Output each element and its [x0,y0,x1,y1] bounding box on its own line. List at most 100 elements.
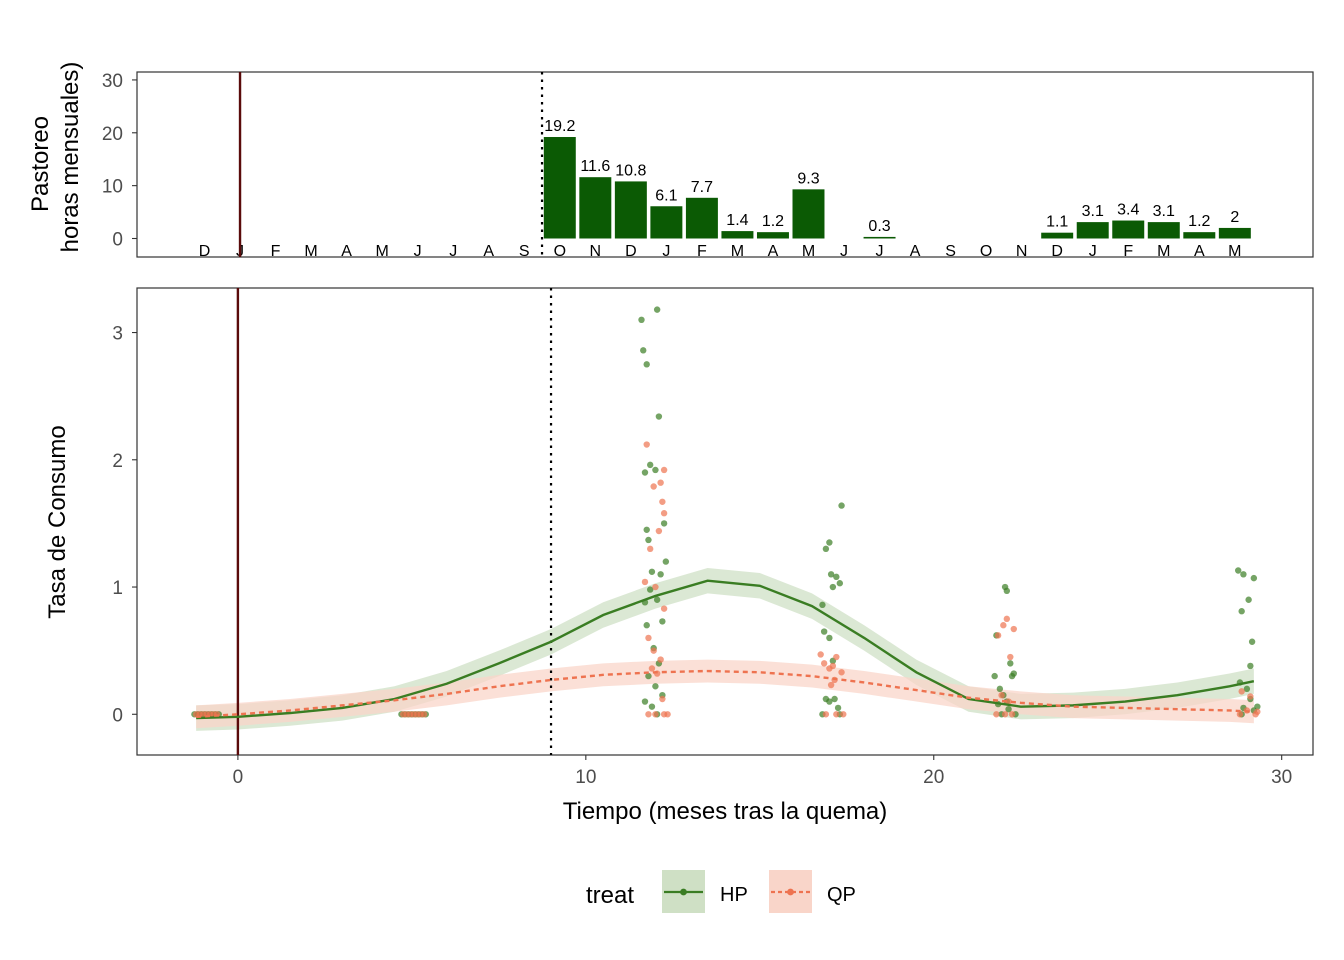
point-qp [645,711,652,718]
point-qp [650,647,657,654]
point-hp [1238,608,1245,615]
legend-label-qp: QP [827,884,856,906]
point-hp [643,361,650,368]
grazing-bar-label: 1.4 [726,212,748,229]
month-label: F [271,243,281,260]
grazing-bar [721,231,754,239]
consumption-y-tick-label: 2 [112,451,123,472]
month-label: A [341,243,352,260]
month-label: S [945,243,956,260]
point-qp [660,510,668,517]
month-label: N [590,243,602,260]
month-label: J [449,243,457,260]
point-qp [820,660,828,667]
legend: treat HP QP [586,870,856,913]
grazing-y-tick-label: 30 [102,71,123,92]
grazing-panel: D J F M A M J J A S 19.2 O 11.6 N 10.8 D 6.1 J 7.7 F 1.4 M 1.2… [27,62,1314,260]
point-hp [1010,670,1017,677]
grazing-bar [1147,222,1180,239]
point-qp [659,695,666,703]
point-qp [998,691,1005,699]
point-hp [1250,574,1258,582]
month-label: A [768,243,779,260]
month-label: F [1123,243,1133,260]
point-qp [648,665,656,672]
month-label: D [199,243,211,260]
month-label: J [840,243,848,260]
grazing-bar [543,137,576,239]
grazing-bar [1041,232,1074,239]
point-hp [822,545,830,553]
grazing-bar-label: 1.1 [1046,214,1068,231]
point-qp [659,498,666,505]
grazing-bar [792,189,825,239]
grazing-bar [685,197,718,239]
consumption-y-label: Tasa de Consumo [44,425,71,618]
point-qp [1238,688,1245,695]
point-hp [640,347,647,354]
point-qp [829,662,837,670]
month-label: N [1016,243,1028,260]
grazing-bar-label: 19.2 [544,118,575,135]
point-hp [829,583,837,591]
point-hp [653,306,661,313]
point-qp [652,583,659,591]
grazing-y-label-line1: Pastoreo [27,116,54,212]
point-qp [1236,711,1244,718]
point-hp [991,672,998,680]
point-qp [1003,615,1011,623]
point-qp [652,711,659,718]
point-qp [420,711,428,718]
month-label: A [483,243,494,260]
point-qp [657,479,664,486]
point-hp [1003,587,1011,595]
grazing-y-axis: 0 10 20 30 [102,71,137,251]
grazing-bar-label: 10.8 [615,162,646,179]
legend-label-hp: HP [720,884,748,906]
point-qp [657,656,664,663]
point-hp [660,520,668,527]
month-label: J [876,243,884,260]
grazing-bar-label: 3.1 [1153,203,1175,220]
point-hp [1234,567,1242,574]
grazing-bar-label: 3.1 [1082,203,1104,220]
point-hp [1005,705,1012,713]
point-hp [655,413,663,420]
legend-title: treat [586,882,634,909]
point-qp [1254,708,1261,715]
month-label: S [519,243,530,260]
consumption-x-tick-label: 0 [233,767,244,788]
point-hp [1247,662,1254,670]
point-hp [643,526,650,533]
month-label: J [662,243,670,260]
grazing-bar [756,232,789,239]
point-qp [655,527,663,535]
point-qp [822,711,830,718]
point-qp [833,711,840,718]
month-label: O [554,243,566,260]
point-hp [638,316,645,324]
point-qp [643,441,650,448]
point-hp [827,571,835,578]
month-label: M [1228,243,1241,260]
grazing-bar [614,181,647,239]
point-hp [641,469,649,476]
month-label: M [1157,243,1170,260]
grazing-bar-label: 1.2 [1188,213,1210,230]
point-qp [838,669,845,676]
consumption-x-label: Tiempo (meses tras la quema) [563,798,888,825]
grazing-y-tick-label: 10 [102,177,123,198]
point-qp [1000,622,1007,629]
point-hp [652,683,659,690]
point-hp [838,502,845,509]
point-qp [1001,711,1009,718]
point-hp [652,466,659,474]
point-hp [819,601,826,609]
confidence-band-qp [196,659,1254,729]
consumption-y-tick-label: 0 [112,705,123,726]
month-label: O [980,243,992,260]
consumption-panel-frame [136,287,1314,756]
